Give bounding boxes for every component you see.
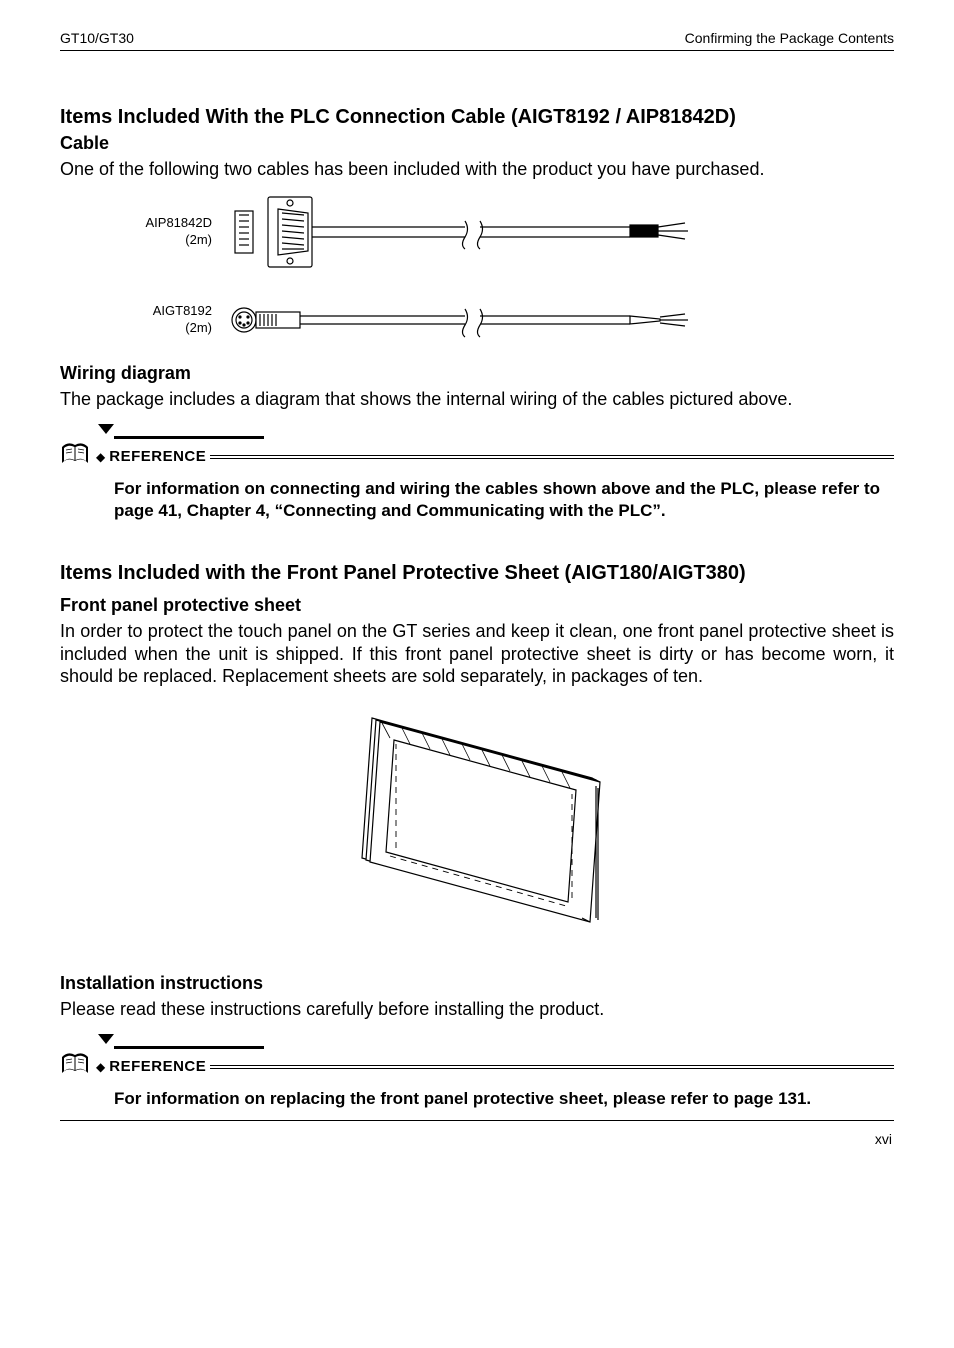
page-number: xvi <box>60 1131 894 1147</box>
ref2-label: REFERENCE <box>109 1058 206 1075</box>
reference-block-1: ◆ REFERENCE For information on connectin… <box>60 422 894 522</box>
section1-heading: Items Included With the PLC Connection C… <box>60 106 894 129</box>
ref2-body: For information on replacing the front p… <box>114 1088 894 1110</box>
cable1-label-block: AIP81842D (2m) <box>60 215 230 248</box>
wiring-subheading: Wiring diagram <box>60 363 894 384</box>
header-rule <box>60 50 894 51</box>
ref2-arrow <box>60 1032 894 1046</box>
cable-row-1: AIP81842D (2m) <box>60 193 894 271</box>
cable2-label: AIGT8192 <box>153 303 212 318</box>
cable2-length: (2m) <box>185 320 212 335</box>
section2-heading: Items Included with the Front Panel Prot… <box>60 562 894 585</box>
section-cable: Items Included With the PLC Connection C… <box>60 106 894 410</box>
ref2-rule <box>210 1065 894 1069</box>
cable1-label: AIP81842D <box>146 215 213 230</box>
reference-block-2: ◆ REFERENCE For information on replacing… <box>60 1032 894 1110</box>
footer-rule <box>60 1120 894 1121</box>
header-left: GT10/GT30 <box>60 30 134 46</box>
down-triangle-icon <box>96 422 116 436</box>
cable2-drawing <box>230 295 690 345</box>
protective-sheet-illustration <box>60 708 894 943</box>
diamond-icon: ◆ <box>96 450 105 464</box>
ref1-overline <box>114 436 264 439</box>
page-header: GT10/GT30 Confirming the Package Content… <box>60 30 894 46</box>
book-icon <box>60 441 96 472</box>
down-triangle-icon <box>96 1032 116 1046</box>
header-right: Confirming the Package Contents <box>685 30 894 46</box>
install-text: Please read these instructions carefully… <box>60 998 894 1021</box>
cable1-length: (2m) <box>185 232 212 247</box>
cable-intro-text: One of the following two cables has been… <box>60 158 894 181</box>
cable1-drawing <box>230 193 690 271</box>
cable-illustrations: AIP81842D (2m) <box>60 193 894 345</box>
ref1-title-row: ◆ REFERENCE <box>60 441 894 472</box>
ref1-body: For information on connecting and wiring… <box>114 478 894 522</box>
ref1-arrow <box>60 422 894 436</box>
diamond-icon: ◆ <box>96 1060 105 1074</box>
sheet-drawing <box>312 708 642 938</box>
front-sheet-text: In order to protect the touch panel on t… <box>60 620 894 688</box>
cable-row-2: AIGT8192 (2m) <box>60 295 894 345</box>
ref2-overline <box>114 1046 264 1049</box>
install-subheading: Installation instructions <box>60 973 894 994</box>
ref1-rule <box>210 455 894 459</box>
book-icon <box>60 1051 96 1082</box>
wiring-text: The package includes a diagram that show… <box>60 388 894 411</box>
cable2-label-block: AIGT8192 (2m) <box>60 303 230 336</box>
page-container: GT10/GT30 Confirming the Package Content… <box>0 0 954 1177</box>
ref2-title-row: ◆ REFERENCE <box>60 1051 894 1082</box>
front-sheet-subheading: Front panel protective sheet <box>60 595 894 616</box>
section-sheet: Items Included with the Front Panel Prot… <box>60 562 894 1020</box>
ref1-label: REFERENCE <box>109 448 206 465</box>
cable-subheading: Cable <box>60 133 894 154</box>
